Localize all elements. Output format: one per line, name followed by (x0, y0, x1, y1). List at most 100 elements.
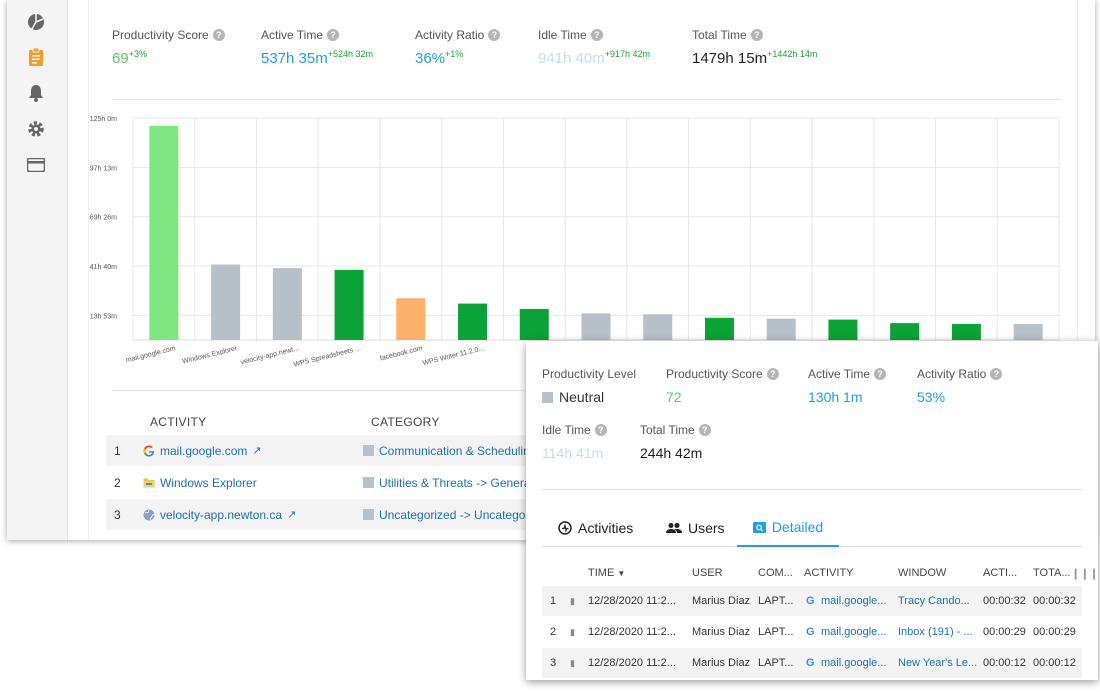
column-label: TIME (588, 567, 615, 579)
sidebar (7, 0, 68, 540)
column-header-activity[interactable]: ACTIVITY (804, 567, 854, 579)
google-icon (143, 445, 155, 456)
external-link-icon[interactable]: ↗ (252, 445, 262, 457)
folder-icon (143, 478, 155, 488)
activity-link[interactable]: velocity-app.newton.ca (160, 507, 283, 522)
computer-cell: LAPT... (758, 595, 794, 607)
ov-stat-value: 72 (666, 389, 682, 405)
computer-cell: LAPT... (758, 626, 794, 638)
expand-icon[interactable]: ▮ (570, 596, 575, 606)
bar (211, 264, 241, 340)
window-link[interactable]: Tracy Cando... (898, 595, 970, 607)
row-number: 2 (550, 626, 557, 638)
stat-value: 36% (415, 50, 446, 67)
active-time-cell: 00:00:29 (983, 626, 1026, 638)
row-number: 3 (550, 657, 557, 669)
x-tick-label: WPS Writer 11.2.0... (422, 345, 485, 367)
table-row[interactable]: 3 ▮ 12/28/2020 11:2... Marius Diaz LAPT.… (542, 648, 1082, 678)
billing-icon[interactable] (26, 155, 46, 175)
category-link[interactable]: Utilities & Threats -> General (379, 475, 534, 490)
help-icon[interactable]: ? (327, 29, 340, 41)
stat-label: Productivity Score (112, 28, 209, 42)
stat-active-time: Active Time? 537h 35m+524h 32m (261, 28, 373, 67)
stat-delta: +1442h 14m (767, 49, 818, 59)
column-header-total[interactable]: TOTA... (1033, 567, 1071, 579)
column-header-user[interactable]: USER (692, 567, 723, 579)
divider (112, 99, 1062, 100)
help-icon[interactable]: ? (488, 29, 501, 41)
tab-detailed[interactable]: Detailed (737, 509, 839, 547)
sort-desc-icon[interactable]: ▼ (617, 569, 626, 578)
column-header-computer[interactable]: COM... (758, 567, 793, 579)
help-icon[interactable]: ? (594, 424, 607, 436)
detail-tabs: Activities Users Detailed (542, 509, 1082, 547)
divider (542, 489, 1082, 490)
bar (643, 314, 673, 340)
row-number: 1 (114, 443, 121, 458)
tab-label: Activities (578, 520, 634, 536)
help-icon[interactable]: ? (212, 29, 225, 41)
activity-link[interactable]: mail.google... (821, 626, 887, 638)
detail-icon (752, 521, 766, 533)
category-color-swatch (363, 477, 374, 488)
google-icon: G (806, 595, 815, 607)
y-tick-label: 97h 13m (90, 165, 117, 172)
tab-label: Detailed (771, 519, 824, 535)
activity-link[interactable]: mail.google... (821, 657, 887, 669)
help-icon[interactable]: ? (750, 29, 763, 41)
category-link[interactable]: Uncategorized -> Uncategoriz (379, 507, 539, 522)
ov-stat-label: Total Time (640, 423, 695, 437)
window-link[interactable]: New Year's Le... (898, 657, 978, 669)
expand-icon[interactable]: ▮ (570, 627, 575, 637)
tab-users[interactable]: Users (666, 509, 725, 547)
reports-icon[interactable] (26, 47, 46, 67)
column-settings-icon[interactable]: ❙❙❙ (1071, 568, 1098, 580)
bar (396, 298, 426, 340)
google-icon: G (806, 657, 815, 669)
notifications-icon[interactable] (26, 83, 46, 103)
help-icon[interactable]: ? (766, 368, 779, 380)
x-tick-label: mail.google.com (125, 345, 176, 364)
dashboard-icon[interactable] (26, 12, 46, 32)
ov-stat-productivity-level: Productivity Level Neutral (542, 367, 636, 405)
x-tick-label: facebook.com (379, 345, 423, 362)
table-row[interactable]: 1 ▮ 12/28/2020 11:2... Marius Diaz LAPT.… (542, 586, 1082, 616)
ov-stat-label: Productivity Level (542, 367, 637, 381)
ov-stat-value: 114h 41m (542, 445, 604, 461)
external-link-icon[interactable]: ↗ (287, 509, 297, 521)
users-icon (666, 523, 682, 533)
table-row[interactable]: 2 ▮ 12/28/2020 11:2... Marius Diaz LAPT.… (542, 617, 1082, 647)
column-header-time[interactable]: TIME ▼ (588, 567, 625, 579)
bar (519, 308, 549, 340)
help-icon[interactable]: ? (990, 368, 1003, 380)
stat-productivity-score: Productivity Score? 69+3% (112, 28, 225, 67)
y-tick-label: 13h 53m (90, 313, 117, 320)
help-icon[interactable]: ? (874, 368, 887, 380)
expand-icon[interactable]: ▮ (570, 658, 575, 668)
content-area: Productivity Score? 69+3% Active Time? 5… (68, 0, 1095, 540)
column-header-window[interactable]: WINDOW (898, 567, 947, 579)
category-color-swatch (363, 509, 374, 520)
activity-link[interactable]: Windows Explorer (160, 475, 257, 490)
tab-activities[interactable]: Activities (558, 509, 633, 547)
stat-value: 537h 35m (261, 50, 328, 67)
activity-link[interactable]: mail.google.com (160, 443, 248, 458)
settings-icon[interactable] (26, 119, 46, 139)
window-link[interactable]: Inbox (191) - ... (898, 626, 973, 638)
category-link[interactable]: Communication & Scheduling (379, 443, 537, 458)
help-icon[interactable]: ? (698, 424, 711, 436)
stat-label: Total Time (692, 28, 747, 42)
table-row[interactable]: 2 Windows Explorer Utilities & Threats -… (106, 467, 546, 498)
y-tick-label: 125h 0m (90, 116, 117, 123)
column-header-category[interactable]: CATEGORY (371, 415, 440, 429)
ov-stat-value: 130h 1m (808, 389, 863, 405)
help-icon[interactable]: ? (590, 29, 603, 41)
column-header-active[interactable]: ACTI... (983, 567, 1018, 579)
table-row[interactable]: 3 velocity-app.newton.ca ↗ Uncategorized… (106, 499, 546, 530)
total-time-cell: 00:00:29 (1033, 626, 1076, 638)
activity-bar-chart: 125h 0m 97h 13m 69h 26m 41h 40m 13h 53m mail.… (90, 116, 1060, 369)
column-header-activity[interactable]: ACTIVITY (150, 415, 207, 429)
table-row[interactable]: 1 mail.google.com ↗ Communication & Sche… (106, 435, 546, 466)
activity-link[interactable]: mail.google... (821, 595, 887, 607)
stat-delta: +1% (445, 49, 464, 59)
